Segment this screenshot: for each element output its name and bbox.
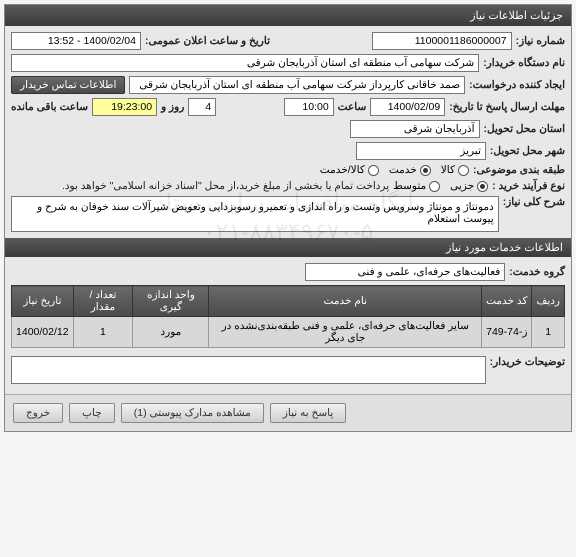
- th-1: کد خدمت: [482, 286, 532, 317]
- th-5: تاریخ نیاز: [12, 286, 74, 317]
- service-group-field: فعالیت‌های حرفه‌ای، علمی و فنی: [305, 263, 505, 281]
- radio-goods[interactable]: [458, 165, 469, 176]
- req-no-field: 1100001186000007: [372, 32, 512, 50]
- buyer-label: نام دستگاه خریدار:: [483, 57, 565, 69]
- radio-small[interactable]: [477, 181, 488, 192]
- th-3: واحد اندازه گیری: [133, 286, 209, 317]
- day-word: روز و: [161, 101, 184, 113]
- radio-service-label: خدمت: [389, 164, 417, 176]
- radio-medium-label: متوسط: [393, 180, 426, 192]
- days-field: 4: [188, 98, 216, 116]
- th-4: تعداد / مقدار: [73, 286, 133, 317]
- deadline-date-field: 1400/02/09: [370, 98, 445, 116]
- contact-button[interactable]: اطلاعات تماس خریدار: [11, 76, 125, 94]
- process-note: پرداخت تمام یا بخشی از مبلغ خرید،از محل …: [62, 180, 389, 192]
- process-label: نوع فرآیند خرید :: [492, 180, 565, 192]
- deadline-label: مهلت ارسال پاسخ تا تاریخ:: [449, 101, 565, 113]
- td-0: 1: [532, 317, 565, 348]
- attachments-button[interactable]: مشاهده مدارک پیوستی (1): [121, 403, 264, 423]
- announce-label: تاریخ و ساعت اعلان عمومی:: [145, 35, 270, 47]
- time-left-field: 19:23:00: [92, 98, 157, 116]
- deadline-hour-field: 10:00: [284, 98, 334, 116]
- process-radio-group: جزیی متوسط: [393, 180, 488, 192]
- province-label: استان محل تحویل:: [484, 123, 565, 135]
- category-label: طبقه بندی موضوعی:: [473, 164, 565, 176]
- req-no-label: شماره نیاز:: [516, 35, 565, 47]
- services-section-title: اطلاعات خدمات مورد نیاز: [5, 238, 571, 257]
- desc-label: شرح کلی نیاز:: [503, 196, 565, 208]
- desc-field: دمونتاژ و مونتاژ وسرویس وتست و راه انداز…: [11, 196, 499, 232]
- th-0: ردیف: [532, 286, 565, 317]
- creator-field: صمد خاقانی کارپرداز شرکت سهامی آب منطقه …: [129, 76, 465, 94]
- hour-label-1: ساعت: [338, 101, 367, 113]
- city-label: شهر محل تحویل:: [490, 145, 565, 157]
- city-field: تبریز: [356, 142, 486, 160]
- td-2: سایر فعالیت‌های حرفه‌ای، علمی و فنی طبقه…: [209, 317, 482, 348]
- announce-field: 1400/02/04 - 13:52: [11, 32, 141, 50]
- province-field: آذربایجان شرقی: [350, 120, 480, 138]
- footer-buttons: پاسخ به نیاز مشاهده مدارک پیوستی (1) چاپ…: [5, 394, 571, 431]
- th-2: نام خدمت: [209, 286, 482, 317]
- notes-field: [11, 356, 486, 384]
- creator-label: ایجاد کننده درخواست:: [469, 79, 565, 91]
- td-4: 1: [73, 317, 133, 348]
- service-group-label: گروه خدمت:: [509, 266, 565, 278]
- print-button[interactable]: چاپ: [69, 403, 115, 423]
- notes-label: توضیحات خریدار:: [490, 356, 565, 368]
- radio-small-label: جزیی: [450, 180, 474, 192]
- panel-title: جزئیات اطلاعات نیاز: [5, 5, 571, 26]
- radio-medium[interactable]: [429, 181, 440, 192]
- radio-service[interactable]: [420, 165, 431, 176]
- td-3: مورد: [133, 317, 209, 348]
- main-panel: جزئیات اطلاعات نیاز شماره نیاز: 11000011…: [4, 4, 572, 432]
- buyer-field: شرکت سهامی آب منطقه ای استان آذربایجان ش…: [11, 54, 479, 72]
- category-radio-group: کالا خدمت کالا/خدمت: [320, 164, 469, 176]
- services-table: ردیف کد خدمت نام خدمت واحد اندازه گیری ت…: [11, 285, 565, 348]
- time-left-label: ساعت باقی مانده: [11, 101, 88, 113]
- radio-both-label: کالا/خدمت: [320, 164, 365, 176]
- radio-both[interactable]: [368, 165, 379, 176]
- radio-goods-label: کالا: [441, 164, 455, 176]
- exit-button[interactable]: خروج: [13, 403, 63, 423]
- td-5: 1400/02/12: [12, 317, 74, 348]
- td-1: ز-74-749: [482, 317, 532, 348]
- panel-body: شماره نیاز: 1100001186000007 تاریخ و ساع…: [5, 26, 571, 394]
- table-row[interactable]: 1 ز-74-749 سایر فعالیت‌های حرفه‌ای، علمی…: [12, 317, 565, 348]
- reply-button[interactable]: پاسخ به نیاز: [270, 403, 346, 423]
